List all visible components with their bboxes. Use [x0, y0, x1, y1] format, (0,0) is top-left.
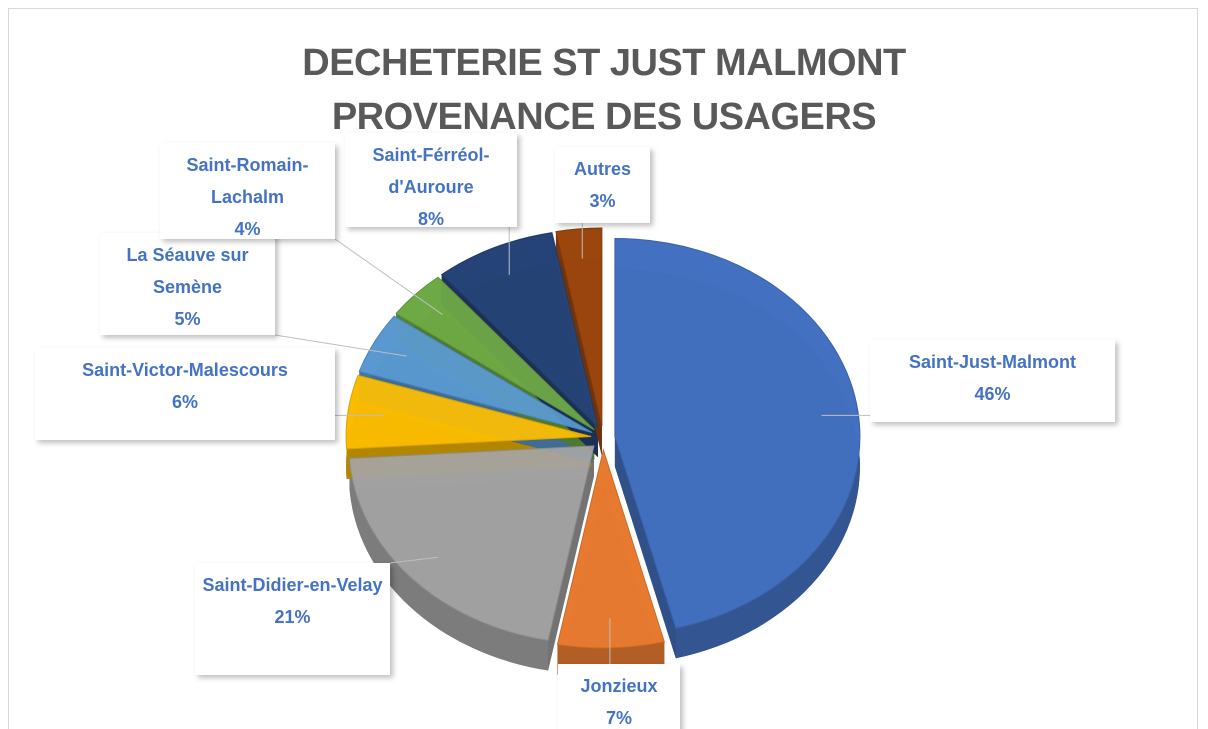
data-label: Jonzieux 7% [558, 664, 680, 729]
data-label: La Séauve sur Semène 5% [100, 233, 275, 335]
data-label: Saint-Just-Malmont 46% [870, 340, 1115, 422]
slice [358, 315, 593, 434]
data-label-category: Saint-Férréol-d'Auroure [372, 145, 490, 197]
chart-frame [8, 8, 1198, 729]
slice [345, 374, 592, 450]
slice [614, 237, 861, 629]
data-label-category: Saint-Just-Malmont [908, 352, 1076, 372]
data-label: Saint-Didier-en-Velay 21% [195, 563, 390, 675]
data-label-value: 21% [274, 607, 311, 627]
leader-line [274, 334, 407, 357]
leader-line [389, 556, 438, 564]
data-label-value: 5% [174, 309, 201, 329]
data-label: Saint-Romain-Lachalm 4% [160, 143, 335, 239]
data-label: Saint-Férréol-d'Auroure 8% [345, 133, 517, 229]
slice [556, 448, 665, 649]
data-label-category: Saint-Didier-en-Velay [202, 575, 383, 595]
data-label: Saint-Victor-Malescours 6% [35, 348, 335, 440]
data-label-value: 3% [589, 191, 616, 211]
slice [348, 445, 595, 641]
slice [555, 227, 603, 427]
data-label-category: Jonzieux [580, 676, 658, 696]
data-label-category: La Séauve sur Semène [126, 245, 249, 297]
data-label-value: 7% [605, 708, 632, 728]
data-label-category: Saint-Romain-Lachalm [186, 155, 309, 207]
data-label-value: 6% [171, 392, 198, 412]
data-label-value: 8% [417, 209, 444, 229]
data-label: Autres 3% [555, 147, 650, 223]
slice-wall [614, 436, 676, 659]
slice [395, 276, 595, 431]
slice-wall [548, 445, 594, 671]
data-label-value: 4% [234, 219, 261, 239]
chart-subtitle: PROVENANCE DES USAGERS [331, 96, 877, 138]
slice [440, 232, 599, 429]
data-label-category: Saint-Victor-Malescours [82, 360, 288, 380]
leader-line [334, 238, 443, 315]
chart-title: DECHETERIE ST JUST MALMONT [302, 42, 906, 84]
data-label-category: Autres [573, 159, 631, 179]
data-label-value: 46% [974, 384, 1011, 404]
